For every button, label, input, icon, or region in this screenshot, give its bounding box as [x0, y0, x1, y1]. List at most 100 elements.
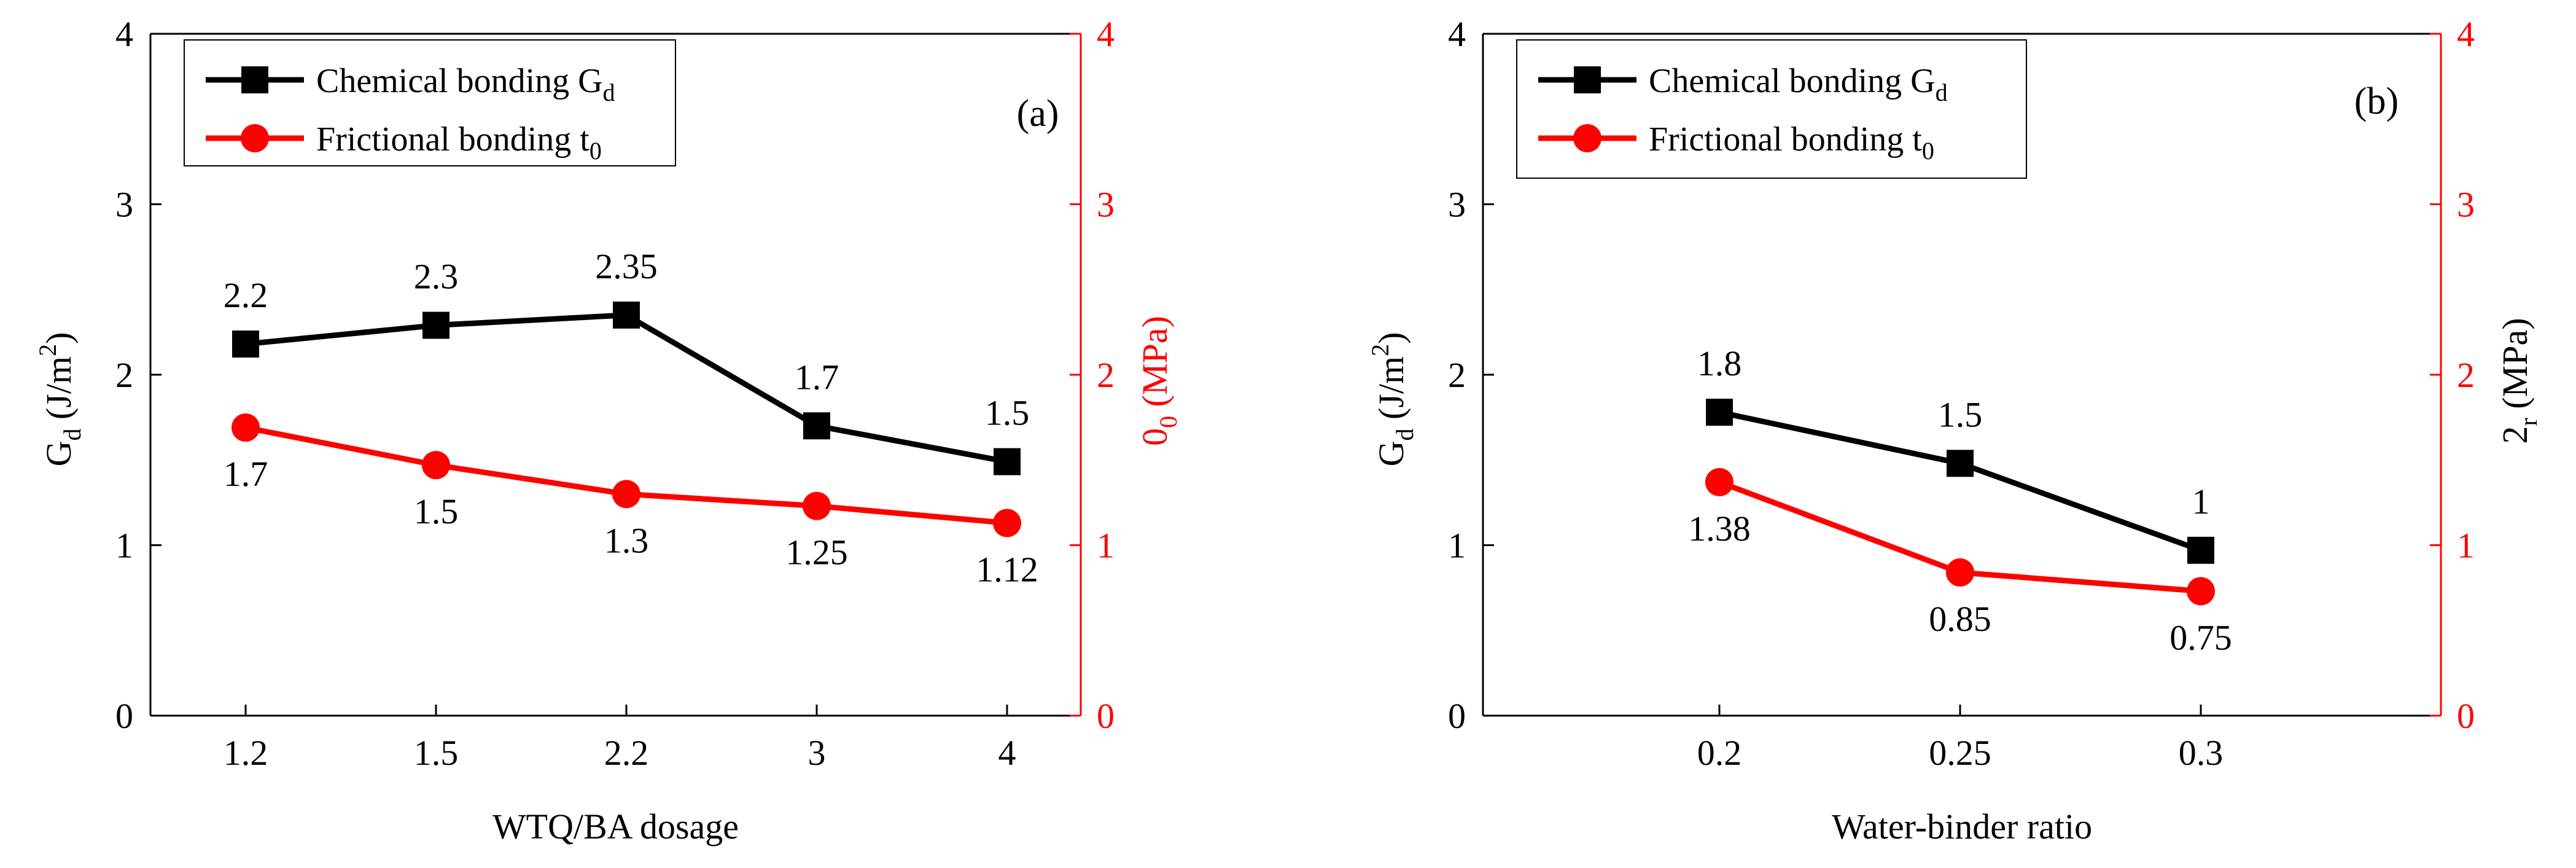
legend-square-marker [241, 66, 268, 93]
data-label: 0.75 [2169, 617, 2232, 657]
y-title-right-base: 2 [2495, 426, 2535, 444]
data-point-chemical [2187, 536, 2214, 564]
data-point-chemical [613, 301, 640, 329]
y-tick-label-right: 2 [1097, 355, 1115, 395]
legend-label: Frictional bonding t0 [316, 120, 602, 165]
panel-label: (a) [1017, 93, 1059, 135]
y-tick-label-right: 0 [1097, 696, 1115, 736]
x-axis-title: Water-binder ratio [1832, 807, 2092, 846]
y-title-left-base: G [1371, 441, 1411, 467]
y-title-left-sub: d [58, 429, 86, 441]
data-label: 2.3 [414, 257, 459, 297]
data-point-frictional [1705, 467, 1734, 496]
legend-circle-marker [241, 124, 269, 152]
legend-label-sub: d [603, 79, 615, 106]
y-axis-title-left: Gd (J/m2) [34, 332, 86, 467]
data-point-frictional [232, 413, 260, 442]
y-tick-label-left: 4 [115, 14, 133, 54]
y-tick-label-right: 0 [2457, 696, 2475, 736]
data-point-frictional [612, 480, 640, 509]
x-tick-label: 0.25 [1929, 733, 1991, 773]
y-title-right-sub: r [2515, 418, 2542, 426]
data-label: 1.3 [604, 520, 649, 560]
data-point-frictional [803, 491, 831, 520]
y-tick-label-left: 2 [1448, 355, 1466, 395]
y-tick-label-right: 4 [2457, 14, 2475, 54]
y-tick-label-left: 1 [1448, 526, 1466, 566]
legend-label-sub: 0 [1922, 137, 1934, 165]
y-title-right-base: 0 [1135, 428, 1175, 446]
legend-label-name: Frictional bonding t [1649, 120, 1922, 158]
y-tick-label-left: 0 [1448, 696, 1466, 736]
data-label: 1.38 [1688, 509, 1751, 549]
series-line-chemical [245, 312, 1008, 464]
legend-label-name: Frictional bonding t [316, 120, 590, 158]
y-title-left-close: ) [1371, 332, 1411, 344]
legend-square-marker [1574, 66, 1601, 93]
legend-label-name: Chemical bonding G [316, 62, 603, 100]
y-axis-title-right: 2r (MPa) [2495, 318, 2542, 444]
data-point-frictional [993, 509, 1021, 538]
y-title-left-unit: (J/m [1371, 356, 1411, 429]
y-tick-label-left: 3 [115, 185, 133, 225]
chart-panel-a: 0 1 2 3 4 0 1 2 3 4 1.2 1.5 2.2 3 4 WTQ/BA dosage Gd (J/… [34, 14, 1182, 846]
y-title-right-unit: (MPa) [1135, 316, 1175, 416]
y-title-left-sup: 2 [1366, 344, 1394, 356]
y-tick-label-right: 4 [1097, 14, 1115, 54]
y-title-right-unit: (MPa) [2495, 318, 2535, 418]
data-label: 1.5 [1938, 394, 1983, 434]
legend-label-sub: d [1936, 79, 1948, 106]
x-tick-label: 1.5 [414, 733, 459, 773]
panel-label: (b) [2354, 80, 2399, 122]
data-label: 2.2 [224, 275, 268, 315]
data-label: 1.12 [976, 549, 1038, 589]
data-label: 1.25 [785, 533, 848, 573]
y-title-left-base: G [39, 441, 79, 467]
data-label: 2.35 [595, 246, 658, 286]
y-tick-label-left: 4 [1448, 14, 1466, 54]
data-point-frictional [1946, 558, 1974, 587]
legend-box [1516, 39, 2027, 179]
y-tick-label-left: 2 [115, 355, 133, 395]
x-tick-label: 0.2 [1697, 733, 1742, 773]
x-tick-label: 0.3 [2179, 733, 2224, 773]
y-tick-label-left: 1 [115, 526, 133, 566]
data-label: 0.85 [1929, 599, 1991, 639]
y-title-left-close: ) [39, 332, 79, 344]
data-label: 1.5 [985, 393, 1030, 433]
y-tick-label-right: 2 [2457, 355, 2475, 395]
data-point-chemical [803, 412, 830, 440]
y-tick-label-right: 3 [2457, 185, 2475, 225]
y-title-left-sup: 2 [34, 344, 61, 356]
y-axis-title-right: 00 (MPa) [1135, 316, 1182, 446]
x-tick-label: 3 [808, 733, 826, 773]
y-tick-label-right: 1 [2457, 526, 2475, 566]
data-point-frictional [422, 451, 450, 480]
x-tick-label: 1.2 [224, 733, 268, 773]
data-label: 1.8 [1697, 343, 1742, 383]
y-tick-label-right: 3 [1097, 185, 1115, 225]
data-point-chemical [1706, 399, 1733, 426]
data-point-chemical [232, 330, 259, 358]
data-point-chemical [422, 311, 449, 339]
data-point-chemical [994, 448, 1021, 475]
legend-label: Frictional bonding t0 [1649, 120, 1934, 165]
legend-label: Chemical bonding Gd [316, 62, 615, 106]
y-axis-title-left: Gd (J/m2) [1366, 332, 1418, 467]
data-label: 1.5 [414, 491, 459, 531]
y-tick-label-right: 1 [1097, 526, 1115, 566]
legend-circle-marker [1573, 124, 1601, 152]
data-point-frictional [2187, 577, 2215, 606]
y-title-left-sub: d [1391, 429, 1418, 441]
y-tick-label-left: 3 [1448, 185, 1466, 225]
y-tick-label-left: 0 [115, 696, 133, 736]
chart-panel-b: 0 1 2 3 4 0 1 2 3 4 0.2 0.25 0.3 Water-binder ratio Gd… [1366, 14, 2542, 846]
x-tick-label: 4 [998, 733, 1016, 773]
data-point-chemical [1947, 450, 1974, 477]
y-title-left-unit: (J/m [39, 356, 79, 429]
x-tick-label: 2.2 [604, 733, 649, 773]
x-axis-title: WTQ/BA dosage [492, 807, 739, 846]
legend-label-sub: 0 [590, 137, 602, 165]
data-label: 1.7 [795, 357, 839, 397]
